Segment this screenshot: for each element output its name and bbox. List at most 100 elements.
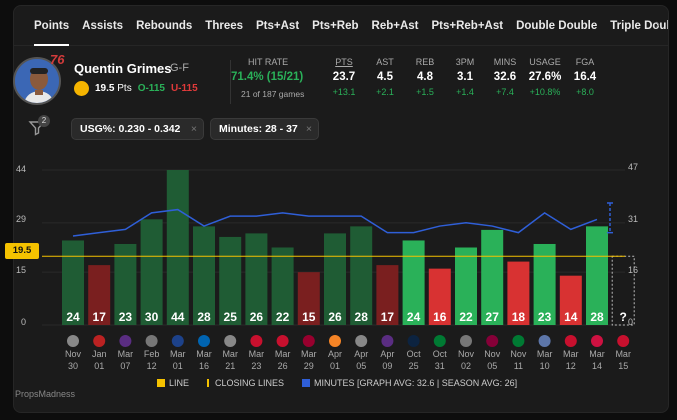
game-date-month: Jan (92, 349, 107, 359)
bar-value-label: 30 (145, 310, 159, 324)
game-bar[interactable] (376, 265, 399, 325)
game-date-day: 12 (566, 361, 576, 371)
game-bar[interactable] (219, 236, 242, 325)
stat-value: 23.7 (332, 71, 356, 83)
game-date-day: 02 (461, 361, 471, 371)
game-bar[interactable] (481, 229, 504, 325)
stat-diff: +1.5 (416, 87, 434, 97)
team-logo: 76 (50, 52, 65, 67)
game-date-day: 05 (356, 361, 366, 371)
game-date-month: Mar (196, 349, 212, 359)
game-date-month: Apr (380, 349, 394, 359)
legend-item: LINE (157, 378, 189, 388)
hit-rate-label: HIT RATE (248, 57, 289, 67)
legend-item: MINUTES [GRAPH AVG: 32.6 | SEASON AVG: 2… (302, 378, 517, 388)
player-position: G-F (170, 62, 189, 74)
tab-rebounds[interactable]: Rebounds (136, 19, 193, 32)
prop-line[interactable]: 19.5 Pts O-115 U-115 (74, 81, 198, 96)
team-logo-icon (198, 335, 210, 347)
game-bar[interactable] (455, 247, 477, 326)
game-date-day: 07 (120, 361, 130, 371)
right-axis-tick: 16 (628, 265, 639, 275)
stat-diff: +10.8% (529, 87, 561, 97)
game-bar[interactable] (507, 261, 530, 325)
game-bar[interactable] (586, 226, 608, 325)
game-bar[interactable] (533, 243, 556, 325)
prop-line-value: 19.5 Pts (95, 83, 132, 94)
tab-pts-reb-ast[interactable]: Pts+Reb+Ast (431, 19, 504, 32)
bar-value-label: 17 (93, 310, 107, 324)
game-date-month: Mar (589, 349, 605, 359)
tab-threes[interactable]: Threes (205, 19, 244, 32)
stat-value: 4.5 (377, 71, 393, 83)
header-divider (230, 60, 231, 104)
game-date-day: 30 (68, 361, 78, 371)
tab-pts-reb[interactable]: Pts+Reb (312, 19, 359, 32)
usage-filter-label: USG%: 0.230 - 0.342 (80, 123, 181, 135)
team-logo-icon (302, 335, 315, 347)
tab-assists[interactable]: Assists (82, 19, 124, 32)
filter-count-badge: 2 (38, 115, 50, 127)
hit-rate-value: 71.4% (15/21) (231, 71, 304, 83)
game-bar[interactable] (193, 226, 215, 325)
team-logo-icon (538, 335, 551, 347)
left-axis-tick: 29 (15, 214, 26, 224)
team-logo-icon (381, 335, 394, 347)
game-date-month: Mar (275, 349, 291, 359)
game-date-month: Mar (170, 349, 186, 359)
usage-filter-close-icon[interactable]: × (190, 123, 197, 135)
left-axis-tick: 44 (15, 164, 26, 174)
minutes-filter-close-icon[interactable]: × (305, 123, 312, 135)
bar-value-label: 23 (119, 310, 133, 324)
tabs-scroll-right-icon[interactable]: › (655, 16, 660, 31)
stat-label: PTS (335, 57, 353, 67)
stat-reb: REB 4.8 +1.5 (405, 57, 445, 97)
game-bar[interactable] (402, 240, 425, 325)
game-bar[interactable] (88, 265, 111, 325)
game-bar[interactable] (428, 268, 451, 325)
minutes-filter-label: Minutes: 28 - 37 (219, 123, 298, 135)
game-bar[interactable] (166, 170, 189, 325)
game-bar[interactable] (297, 272, 320, 325)
game-date-day: 31 (435, 361, 445, 371)
game-bar[interactable] (350, 226, 373, 325)
game-date-month: Mar (301, 349, 317, 359)
over-odds[interactable]: O-115 (137, 83, 165, 94)
hit-rate-sub: 21 of 187 games (241, 89, 305, 99)
game-date-month: Oct (433, 349, 448, 359)
tab-reb-ast[interactable]: Reb+Ast (371, 19, 419, 32)
upcoming-game-bar[interactable] (611, 255, 635, 326)
stat-label: FGA (575, 57, 595, 67)
tab-double-double[interactable]: Double Double (516, 19, 598, 32)
game-date-month: Mar (118, 349, 134, 359)
game-date-month: Mar (563, 349, 579, 359)
game-date-month: Apr (328, 349, 342, 359)
game-bar[interactable] (114, 243, 137, 325)
team-logo-icon (355, 335, 368, 347)
tab-triple-double[interactable]: Triple Double (610, 19, 668, 32)
game-bar[interactable] (559, 275, 582, 325)
game-bar[interactable] (271, 247, 294, 326)
stat-diff: +8.0 (576, 87, 594, 97)
stat-value: 16.4 (573, 71, 597, 83)
bar-value-label: 27 (486, 310, 500, 324)
line-value-tag[interactable]: 19.5 (5, 243, 39, 259)
team-logo-icon (93, 335, 106, 347)
game-bar[interactable] (62, 240, 84, 325)
stat-3pm: 3PM 3.1 +1.4 (445, 57, 485, 97)
legend: LINE CLOSING LINES MINUTES [GRAPH AVG: 32.… (157, 378, 529, 388)
game-date-day: 26 (278, 361, 288, 371)
stat-pts[interactable]: PTS 23.7 +13.1 (324, 57, 364, 97)
usage-filter-chip[interactable]: USG%: 0.230 - 0.342 × (71, 118, 204, 140)
game-date-day: 23 (251, 361, 261, 371)
player-name[interactable]: Quentin Grimes (74, 61, 172, 76)
game-date-day: 12 (147, 361, 157, 371)
bar-value-label: 16 (433, 310, 447, 324)
tab-pts-ast[interactable]: Pts+Ast (256, 19, 300, 32)
game-bar[interactable] (140, 219, 163, 325)
game-date-month: Nov (458, 349, 475, 359)
tab-points[interactable]: Points (34, 6, 70, 46)
minutes-filter-chip[interactable]: Minutes: 28 - 37 × (210, 118, 319, 140)
under-odds[interactable]: U-115 (170, 83, 198, 94)
game-date-day: 09 (382, 361, 392, 371)
